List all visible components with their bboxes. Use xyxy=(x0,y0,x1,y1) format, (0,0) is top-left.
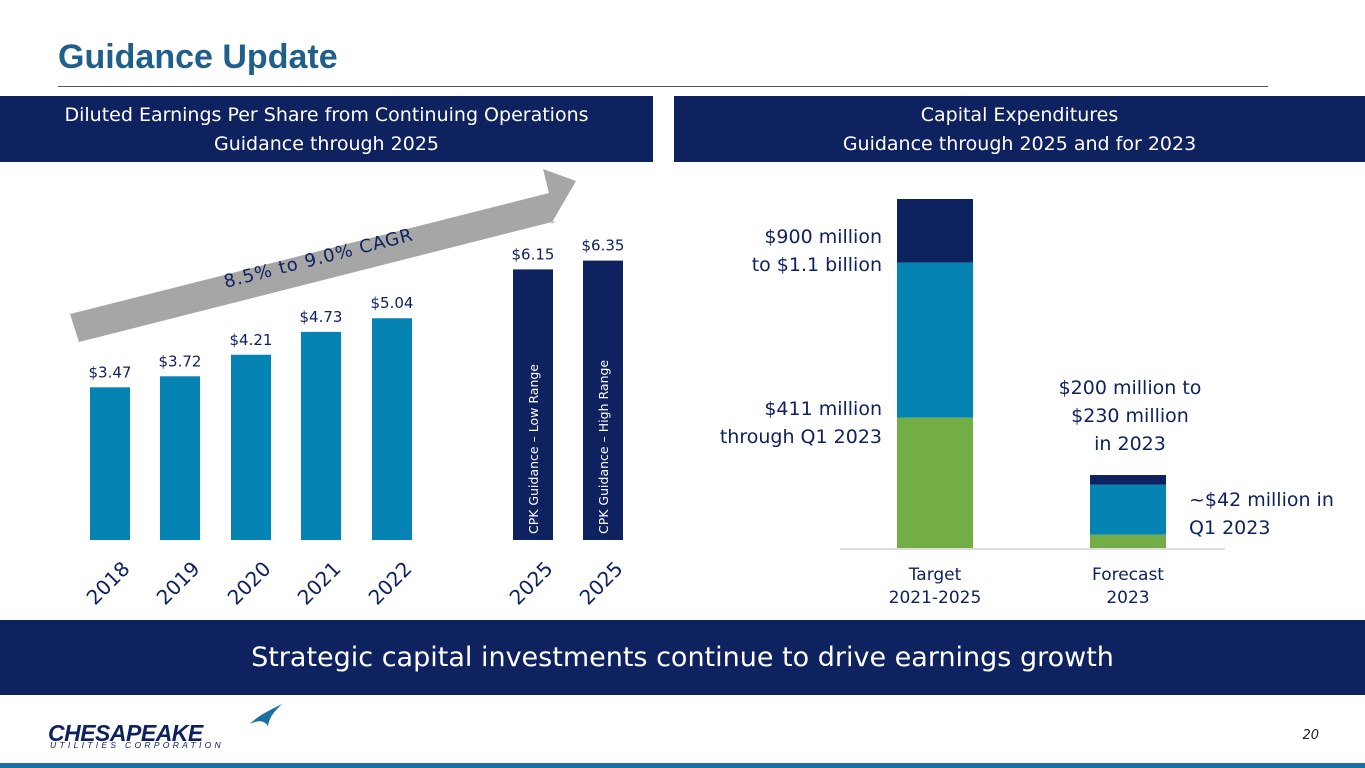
capex-x-tick: Forecast xyxy=(1092,565,1164,585)
forecast-total-annotation: $200 million to $230 million in 2023 xyxy=(1030,374,1230,458)
capex-bar-segment xyxy=(897,417,973,548)
eps-bar xyxy=(372,318,412,540)
eps-value-label: $3.72 xyxy=(159,352,202,370)
capex-bar-segment xyxy=(1090,484,1166,535)
eps-x-tick: 2020 xyxy=(223,557,276,610)
eps-value-label: $4.21 xyxy=(230,331,273,349)
capex-stacked-chart: Target 2021-2025 Forecast 2023 xyxy=(840,199,1225,608)
capex-header-line1: Capital Expenditures xyxy=(920,104,1119,126)
target-actual-line2: through Q1 2023 xyxy=(719,426,882,448)
forecast-actual-line2: Q1 2023 xyxy=(1189,517,1271,539)
forecast-actual-annotation: ~$42 million in Q1 2023 xyxy=(1189,486,1359,542)
eps-x-tick: 2025 xyxy=(505,557,558,610)
target-total-line1: $900 million xyxy=(764,226,882,248)
capex-x-tick: Target xyxy=(908,565,962,585)
eps-bar xyxy=(231,354,271,540)
bottom-rule xyxy=(0,763,1365,768)
eps-x-tick: 2021 xyxy=(293,557,346,610)
eps-bar xyxy=(583,260,623,540)
eps-bar xyxy=(160,376,200,540)
target-actual-annotation: $411 million through Q1 2023 xyxy=(690,395,882,451)
forecast-total-line1: $200 million to xyxy=(1058,377,1202,399)
eps-x-tick: 2018 xyxy=(82,557,135,610)
page-number: 20 xyxy=(1302,728,1319,743)
title-divider xyxy=(58,86,1268,87)
forecast-total-line2: $230 million xyxy=(1071,405,1189,427)
target-total-line2: to $1.1 billion xyxy=(751,254,882,276)
capex-header-line2: Guidance through 2025 and for 2023 xyxy=(842,133,1197,155)
capex-bar-segment xyxy=(1090,534,1166,548)
eps-value-label: $3.47 xyxy=(89,363,132,381)
eps-value-label: $4.73 xyxy=(300,308,343,326)
capex-bar-segment xyxy=(897,262,973,418)
logo-subtitle: UTILITIES CORPORATION xyxy=(50,740,224,750)
capex-x-tick: 2021-2025 xyxy=(889,588,982,608)
eps-x-tick: 2019 xyxy=(152,557,205,610)
eps-bar-inner-label: CPK Guidance – Low Range xyxy=(526,364,541,534)
eps-bar-inner-label: CPK Guidance – High Range xyxy=(596,360,611,534)
eps-value-label: $5.04 xyxy=(371,294,414,312)
company-logo: CHESAPEAKE UTILITIES CORPORATION xyxy=(48,702,288,752)
eps-bar xyxy=(513,269,553,540)
eps-bar xyxy=(301,331,341,540)
forecast-total-line3: in 2023 xyxy=(1094,433,1166,455)
eps-value-label: $6.35 xyxy=(582,237,625,255)
eps-header-line1: Diluted Earnings Per Share from Continui… xyxy=(64,104,589,126)
eps-header-line2: Guidance through 2025 xyxy=(213,133,439,155)
eps-x-tick: 2022 xyxy=(364,557,417,610)
eps-bar-chart: 8.5% to 9.0% CAGR $3.472018$3.722019$4.2… xyxy=(70,169,628,610)
eps-value-label: $6.15 xyxy=(512,245,555,263)
target-actual-line1: $411 million xyxy=(764,398,882,420)
capex-bar-segment xyxy=(1090,475,1166,485)
eps-panel-header: Diluted Earnings Per Share from Continui… xyxy=(0,96,653,162)
logo-name: CHESAPEAKE xyxy=(48,720,203,746)
cagr-arrow-shape xyxy=(70,169,576,342)
forecast-actual-line1: ~$42 million in xyxy=(1189,489,1334,511)
capex-bar-segment xyxy=(897,199,973,263)
eps-x-tick: 2025 xyxy=(575,557,628,610)
page-title: Guidance Update xyxy=(58,38,338,76)
capex-panel-header: Capital Expenditures Guidance through 20… xyxy=(674,96,1365,162)
target-total-annotation: $900 million to $1.1 billion xyxy=(690,223,882,279)
capex-x-tick: 2023 xyxy=(1106,588,1149,608)
eps-bar xyxy=(90,387,130,540)
footer-banner: Strategic capital investments continue t… xyxy=(0,620,1365,695)
bird-icon xyxy=(250,704,282,726)
